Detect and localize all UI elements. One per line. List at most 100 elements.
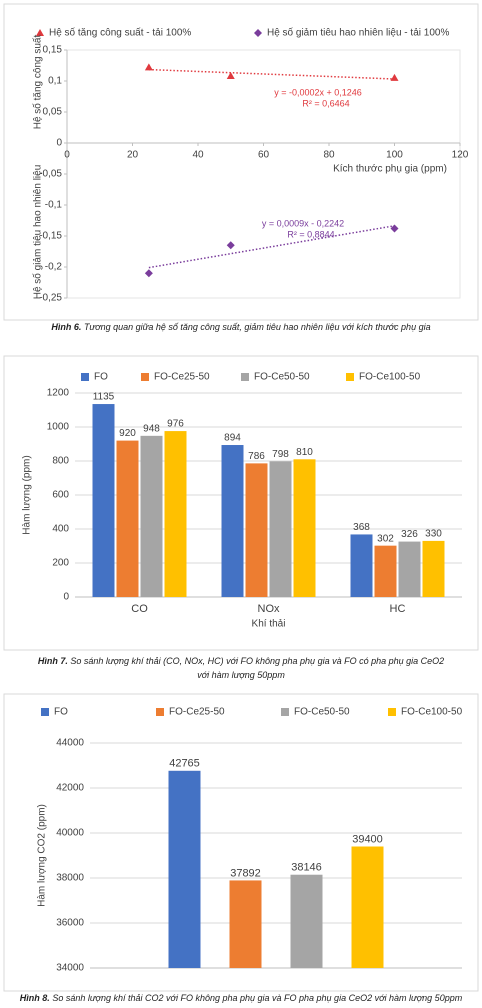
x-tick-label: 80 — [323, 150, 335, 161]
bar — [290, 874, 323, 968]
value-label: 1135 — [93, 392, 115, 403]
y-axis-label: Hàm lượng CO2 (ppm) — [37, 804, 48, 907]
x-tick-label: HC — [390, 603, 406, 615]
bar — [374, 545, 397, 597]
x-tick-label: 100 — [386, 150, 403, 161]
data-point — [144, 63, 153, 71]
bar — [92, 404, 115, 597]
y-tick-label: 44000 — [56, 738, 84, 749]
bar — [350, 534, 373, 597]
bar — [140, 435, 163, 597]
value-label: 302 — [377, 533, 394, 544]
trendline-equation: y = -0,0002x + 0,1246 — [274, 87, 362, 97]
value-label: 39400 — [352, 833, 383, 845]
y-tick-label: 34000 — [56, 963, 84, 974]
legend-swatch — [388, 708, 396, 716]
caption: Hình 7. So sánh lượng khí thải (CO, NOx,… — [38, 656, 444, 666]
figure-number: Hình 7. — [38, 656, 68, 666]
y-tick-label: 42000 — [56, 783, 84, 794]
y-tick-label: 40000 — [56, 828, 84, 839]
bar — [293, 459, 316, 597]
value-label: 38146 — [291, 862, 322, 874]
trendline-r2: R² = 0,8844 — [287, 229, 334, 239]
data-point — [226, 72, 235, 80]
bar — [221, 445, 244, 597]
y-tick-label: 1000 — [47, 422, 70, 433]
trendline — [148, 68, 395, 80]
y-tick-label: 0 — [56, 138, 62, 149]
chart-frame — [3, 3, 479, 321]
bar — [398, 541, 421, 597]
legend-label: FO-Ce25-50 — [154, 372, 210, 383]
y-tick-label: -0,1 — [45, 200, 63, 211]
x-tick-label: 0 — [64, 150, 70, 161]
value-label: 786 — [248, 451, 265, 462]
y-tick-label: 0,05 — [43, 107, 63, 118]
bar — [351, 846, 384, 968]
y-tick-label: 1200 — [47, 388, 70, 399]
legend-label: FO-Ce25-50 — [169, 707, 225, 718]
y-tick-label: 36000 — [56, 918, 84, 929]
y-tick-label: 0,15 — [43, 45, 63, 56]
bar — [422, 540, 445, 597]
caption: với hàm lượng 50ppm — [197, 670, 285, 680]
y-tick-label: 200 — [52, 558, 69, 569]
x-axis-label: Kích thước phụ gia (ppm) — [333, 164, 447, 175]
legend-swatch — [241, 373, 249, 381]
y-tick-label: 400 — [52, 524, 69, 535]
chart-frame — [3, 693, 479, 992]
legend-label: FO-Ce50-50 — [294, 707, 350, 718]
legend-label: Hệ số giảm tiêu hao nhiên liệu - tải 100… — [267, 27, 449, 39]
legend-label: FO-Ce50-50 — [254, 372, 310, 383]
x-axis-label: Khí thải — [252, 619, 286, 630]
y-tick-label: 0,1 — [48, 76, 62, 87]
y-tick-label: -0,25 — [39, 293, 62, 304]
data-point — [226, 241, 235, 250]
legend-label: FO — [54, 707, 68, 718]
data-point — [144, 269, 153, 278]
value-label: 798 — [272, 449, 289, 460]
caption-text: với hàm lượng 50ppm — [197, 670, 285, 680]
x-tick-label: NOx — [258, 603, 281, 615]
caption-text: Tương quan giữa hệ số tăng công suất, gi… — [84, 322, 431, 332]
legend-marker — [36, 29, 44, 36]
y-tick-label: 600 — [52, 490, 69, 501]
value-label: 894 — [224, 433, 241, 444]
value-label: 810 — [296, 447, 313, 458]
legend-label: Hệ số tăng công suất - tải 100% — [49, 27, 191, 39]
caption: Hình 6. Tương quan giữa hệ số tăng công … — [51, 322, 430, 332]
y-axis-label: Hệ số tăng công suất — [32, 35, 44, 130]
y-tick-label: 800 — [52, 456, 69, 467]
data-point — [390, 73, 399, 81]
figure-number: Hình 8. — [20, 993, 50, 1003]
bar — [269, 461, 292, 597]
bar — [245, 463, 268, 597]
chart-frame — [3, 355, 479, 651]
y-axis-label: Hàm lượng (ppm) — [22, 455, 33, 534]
value-label: 326 — [401, 529, 418, 540]
value-label: 976 — [167, 419, 184, 430]
x-tick-label: 40 — [192, 150, 204, 161]
data-point — [390, 224, 399, 233]
bar — [164, 431, 187, 597]
y-tick-label: 0 — [63, 592, 69, 603]
legend-swatch — [81, 373, 89, 381]
value-label: 948 — [143, 423, 160, 434]
caption-text: So sánh lượng khí thải CO2 với FO không … — [52, 993, 462, 1003]
bar — [116, 440, 139, 597]
figure-number: Hình 6. — [51, 322, 81, 332]
trendline-equation: y = 0,0009x - 0,2242 — [262, 218, 344, 228]
bar — [168, 770, 201, 968]
y-tick-label: 38000 — [56, 873, 84, 884]
x-tick-label: 60 — [258, 150, 270, 161]
legend-label: FO-Ce100-50 — [401, 707, 463, 718]
bar — [229, 880, 262, 968]
caption-text: So sánh lượng khí thải (CO, NOx, HC) với… — [70, 656, 444, 666]
legend-swatch — [141, 373, 149, 381]
x-tick-label: CO — [131, 603, 148, 615]
legend-swatch — [41, 708, 49, 716]
legend-swatch — [281, 708, 289, 716]
legend-swatch — [346, 373, 354, 381]
